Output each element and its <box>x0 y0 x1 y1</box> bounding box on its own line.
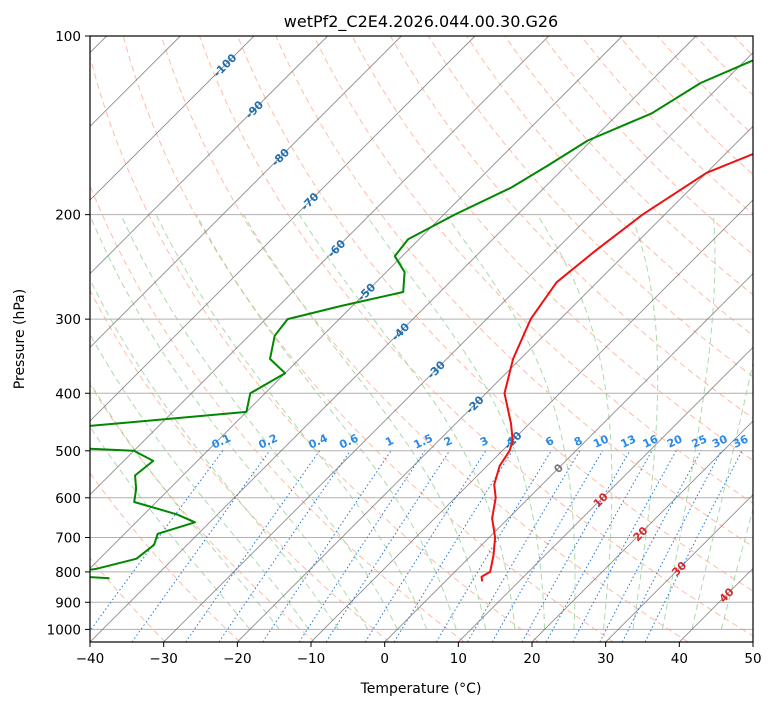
y-axis-label: Pressure (hPa) <box>12 289 28 389</box>
x-tick-label: 0 <box>380 651 389 667</box>
y-tick-label: 600 <box>55 491 81 507</box>
mixing-ratio-label: 30 <box>710 432 730 450</box>
isotherm-line <box>90 36 549 496</box>
isotherm-line <box>531 420 753 642</box>
mixing-ratio-line <box>262 450 392 642</box>
dry-adiabat-line <box>466 36 753 337</box>
mixing-ratio-line <box>521 450 631 642</box>
x-tick-label: −20 <box>223 651 252 667</box>
dry-adiabat-line <box>389 36 753 419</box>
dry-adiabat-line <box>237 36 753 592</box>
x-tick-label: −30 <box>149 651 178 667</box>
mixing-ratio-label: 36 <box>731 432 751 450</box>
y-tick-label: 400 <box>55 386 81 402</box>
chart-title: wetPf2_C2E4.2026.044.00.30.G26 <box>284 12 558 32</box>
moist-adiabat-line <box>120 214 398 630</box>
moist-adiabat-line <box>90 381 280 630</box>
dry-adiabat-line <box>275 36 753 548</box>
moist-adiabat-line <box>90 425 251 630</box>
mixing-ratio-line <box>185 450 321 642</box>
y-tick-label: 100 <box>55 29 81 45</box>
mixing-ratio-label: 13 <box>619 432 638 450</box>
moist-adiabat-line <box>155 214 428 630</box>
moist-adiabat-line <box>298 214 516 630</box>
x-tick-label: 40 <box>671 651 688 667</box>
isotherm-line <box>163 52 753 642</box>
y-tick-label: 200 <box>55 208 81 224</box>
y-tick-label: 900 <box>55 595 81 611</box>
y-axis: 100 200 300 400 500 600 700 800 900 1000 <box>47 29 90 638</box>
moist-adiabat-line <box>691 360 753 630</box>
isotherm-line <box>384 273 753 642</box>
moist-adiabat-line <box>536 214 613 630</box>
y-tick-label: 800 <box>55 565 81 581</box>
x-tick-label: 10 <box>450 651 467 667</box>
mixing-ratio-line <box>325 450 451 642</box>
mixing-ratio-line <box>599 450 702 642</box>
mixing-ratio-label: 25 <box>690 433 709 451</box>
mixing-ratio-line <box>644 450 743 642</box>
moist-adiabat-line <box>90 278 339 630</box>
mixing-ratio-line <box>218 450 351 642</box>
isotherm-line <box>90 36 476 422</box>
isotherm-line <box>237 125 753 642</box>
isotherm-line <box>605 494 753 642</box>
dry-adiabat-line <box>351 36 753 462</box>
plot-frame <box>89 35 754 643</box>
dry-adiabat-line <box>313 36 753 504</box>
dry-adiabat-line <box>90 383 316 642</box>
dry-adiabat-line <box>504 36 753 296</box>
moist-adiabat-line <box>90 333 310 630</box>
mixing-ratio-label: 10 <box>591 432 611 450</box>
mixing-ratio-line <box>90 450 224 632</box>
x-tick-label: −40 <box>76 651 105 667</box>
temperature-profile-line <box>480 153 753 582</box>
dry-adiabat-line <box>90 472 241 642</box>
x-tick-label: 50 <box>744 651 761 667</box>
isotherm-line <box>90 36 328 275</box>
isotherm-line <box>90 36 402 348</box>
x-tick-label: 20 <box>523 651 540 667</box>
mixing-ratio-line <box>435 450 552 642</box>
mixing-ratio-line <box>545 450 653 642</box>
dewpoint-profile-line <box>90 59 753 580</box>
mixing-ratio-line <box>572 450 677 642</box>
dry-adiabat-line <box>90 289 390 642</box>
y-tick-label: 300 <box>55 312 81 328</box>
moist-adiabat-line <box>90 214 369 630</box>
dry-adiabat-line <box>160 36 689 642</box>
mixing-ratio-line <box>131 450 271 642</box>
mixing-ratio-label: 20 <box>665 432 685 450</box>
dry-adiabat-line <box>122 36 614 642</box>
isotherm-line <box>310 199 753 642</box>
dry-adiabat-line <box>90 54 540 642</box>
mixing-ratio-label: 16 <box>641 432 661 450</box>
mixing-ratio-line <box>298 450 426 642</box>
dry-adiabat-line <box>427 36 753 378</box>
isotherm-line <box>752 641 753 642</box>
isotherm-line <box>90 36 623 569</box>
moist-adiabat-line <box>661 214 716 630</box>
x-axis-label: Temperature (°C) <box>360 681 482 697</box>
moist-adiabat-line <box>445 214 576 630</box>
plot-background <box>90 36 753 642</box>
background-lines <box>90 36 753 642</box>
x-tick-label: −10 <box>297 651 326 667</box>
isotherm-line <box>90 36 255 201</box>
dry-adiabat-line <box>90 184 465 642</box>
y-tick-label: 500 <box>55 444 81 460</box>
mixing-ratio-line <box>364 450 487 642</box>
x-axis: −40 −30 −20 −10 0 10 20 30 40 50 <box>76 642 762 667</box>
profiles <box>90 59 753 582</box>
moist-adiabat-line <box>630 214 659 630</box>
y-tick-label: 700 <box>55 531 81 547</box>
x-tick-label: 30 <box>597 651 614 667</box>
y-tick-label: 1000 <box>47 622 81 638</box>
moist-adiabat-line <box>196 214 457 630</box>
isotherm-line <box>458 346 753 642</box>
moist-adiabat-line <box>243 214 487 630</box>
